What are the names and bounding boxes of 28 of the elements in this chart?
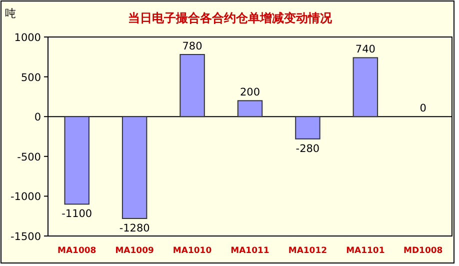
bar [295, 116, 320, 140]
bar [64, 116, 90, 205]
bar [352, 57, 378, 118]
x-tick-label: MA1008 [58, 246, 96, 256]
x-tick-label: MA1012 [288, 246, 328, 256]
data-label: -1280 [119, 222, 150, 234]
data-label: 740 [355, 44, 376, 56]
data-label: -1100 [62, 208, 92, 220]
data-label: -280 [296, 142, 320, 155]
x-tick-label: MA1009 [115, 246, 154, 256]
data-label: 780 [182, 40, 202, 53]
y-tick-label: 1000 [14, 32, 41, 44]
bar [237, 100, 263, 118]
x-tick-label: MD1008 [404, 246, 443, 256]
x-tick-label: MA1011 [230, 246, 270, 256]
y-tick-label: -500 [17, 151, 41, 164]
y-tick-label: 0 [34, 112, 41, 124]
chart-title: 当日电子撮合各合约仓单增减变动情况 [128, 11, 333, 25]
x-tick-label: MA1101 [346, 246, 385, 256]
data-label: 200 [240, 86, 260, 99]
y-tick-label: 500 [20, 72, 41, 84]
y-tick-label: -1000 [10, 191, 41, 204]
data-label: 0 [420, 102, 426, 115]
x-tick-label: MA1010 [172, 246, 212, 256]
y-axis-title: 吨 [5, 7, 16, 20]
bar [180, 54, 205, 118]
y-tick-label: -1500 [10, 231, 41, 243]
bar [122, 116, 148, 219]
